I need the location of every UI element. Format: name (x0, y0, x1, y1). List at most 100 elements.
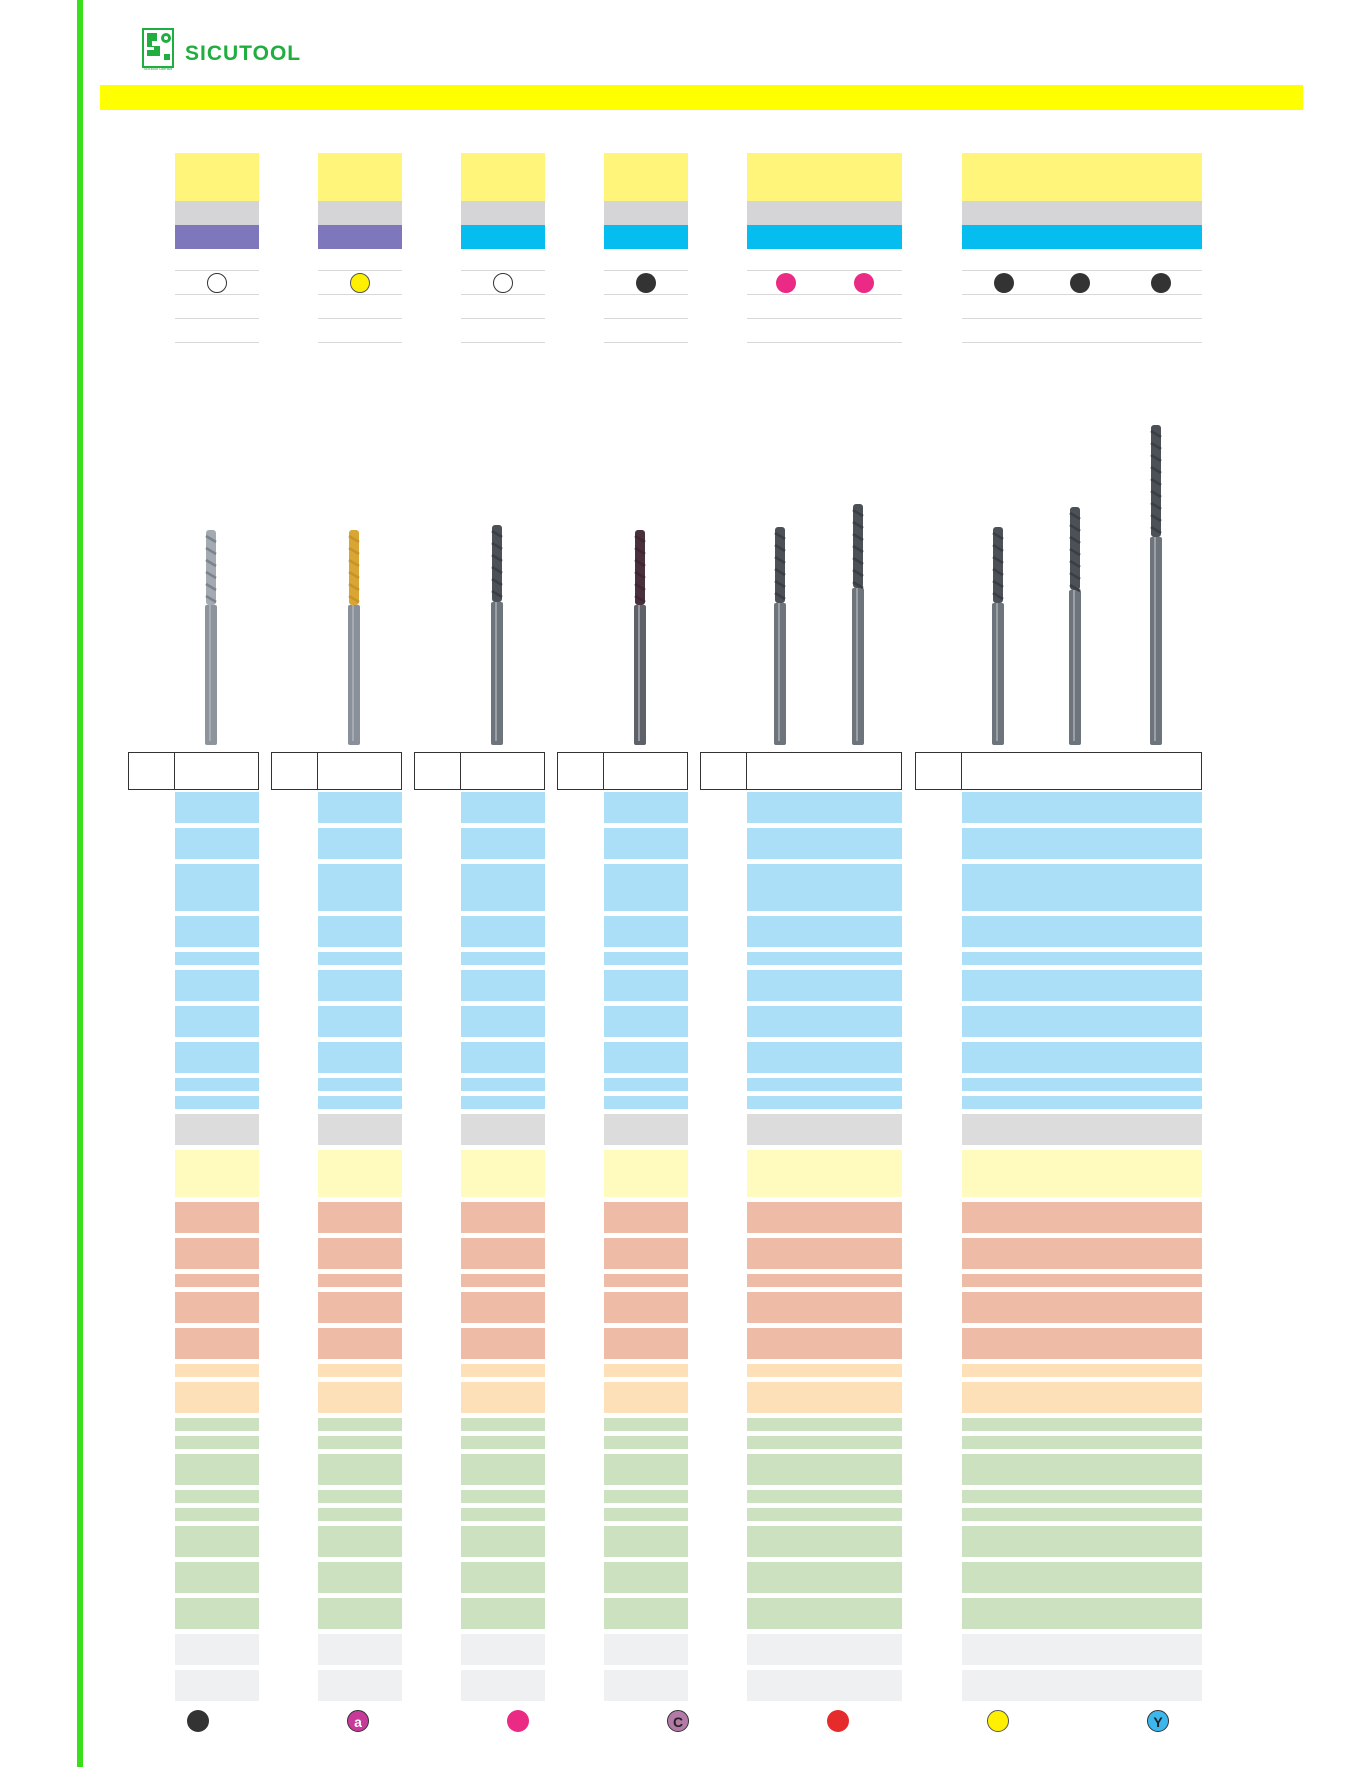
material-row-cell (962, 864, 1202, 911)
material-row-cell (318, 1382, 402, 1413)
silver-ball-tool-image (203, 530, 217, 745)
material-row-cell (747, 1202, 902, 1233)
coating-black-dot-icon (636, 273, 656, 293)
material-row-cell (461, 1006, 545, 1037)
material-row-cell (604, 1006, 688, 1037)
material-row-cell (318, 1274, 402, 1287)
material-row-cell (962, 828, 1202, 859)
material-row-cell (604, 1042, 688, 1073)
yellow-dot-icon (987, 1710, 1009, 1732)
material-row-cell (318, 792, 402, 823)
material-row-cell (962, 1096, 1202, 1109)
material-row-cell (461, 1598, 545, 1629)
material-row-cell (175, 1292, 259, 1323)
material-row-cell (175, 1436, 259, 1449)
header-rule (175, 270, 259, 271)
gold-ball-tool-image (346, 530, 360, 745)
material-row-cell (747, 1526, 902, 1557)
material-row-cell (962, 1526, 1202, 1557)
material-row-cell (461, 1436, 545, 1449)
material-row-cell (175, 864, 259, 911)
material-row-cell (318, 1238, 402, 1269)
material-row-cell (747, 1274, 902, 1287)
material-row-cell (175, 1078, 259, 1091)
material-row-cell (318, 1042, 402, 1073)
dark-drill-tool-image (850, 504, 864, 745)
material-row-cell (747, 1114, 902, 1145)
material-row-cell (175, 792, 259, 823)
header-color-strip (461, 225, 545, 249)
header-rule (461, 294, 545, 295)
material-row-cell (747, 1078, 902, 1091)
header-yellow-block (318, 153, 402, 201)
material-row-cell (747, 1006, 902, 1037)
material-row-cell (461, 1670, 545, 1701)
c-dot-icon: C (667, 1710, 689, 1732)
material-row-cell (604, 1096, 688, 1109)
coating-black-dot-icon (994, 273, 1014, 293)
label-box-code (915, 752, 962, 790)
material-row-cell (747, 1454, 902, 1485)
material-row-cell (962, 1078, 1202, 1091)
material-row-cell (604, 1150, 688, 1197)
header-rule (604, 294, 688, 295)
material-row-cell (318, 1634, 402, 1665)
material-row-cell (962, 916, 1202, 947)
coating-black-dot-icon (1070, 273, 1090, 293)
header-rule (747, 294, 902, 295)
coating-magenta-dot-icon (854, 273, 874, 293)
material-row-cell (461, 1418, 545, 1431)
material-row-cell (604, 1364, 688, 1377)
material-row-cell (318, 828, 402, 859)
material-row-cell (175, 970, 259, 1001)
material-row-cell (747, 1150, 902, 1197)
material-row-cell (747, 828, 902, 859)
material-row-cell (962, 1274, 1202, 1287)
header-color-strip (318, 225, 402, 249)
label-box-value (961, 752, 1202, 790)
material-row-cell (962, 1454, 1202, 1485)
material-row-cell (604, 1274, 688, 1287)
material-row-cell (604, 1490, 688, 1503)
material-row-cell (318, 1418, 402, 1431)
header-rule (318, 318, 402, 319)
coating-yellow-dot-icon (350, 273, 370, 293)
material-row-cell (461, 1562, 545, 1593)
material-row-cell (175, 1634, 259, 1665)
material-row-cell (461, 1078, 545, 1091)
material-row-cell (747, 1634, 902, 1665)
material-row-cell (318, 1114, 402, 1145)
material-row-cell (747, 952, 902, 965)
material-row-cell (604, 1562, 688, 1593)
label-box-code (557, 752, 604, 790)
material-row-cell (461, 864, 545, 911)
material-row-cell (747, 1292, 902, 1323)
material-row-cell (175, 1150, 259, 1197)
material-row-cell (175, 1202, 259, 1233)
header-rule (461, 342, 545, 343)
label-box-value (603, 752, 688, 790)
header-rule (604, 270, 688, 271)
y-dot-icon: Y (1147, 1710, 1169, 1732)
a-dot-icon: a (347, 1710, 369, 1732)
header-gray-block (604, 201, 688, 225)
material-row-cell (962, 952, 1202, 965)
dark-drill-tool-image (772, 527, 786, 745)
header-rule (962, 270, 1202, 271)
material-row-cell (175, 1508, 259, 1521)
magenta-dot-icon (507, 1710, 529, 1732)
material-row-cell (175, 1364, 259, 1377)
material-row-cell (461, 970, 545, 1001)
title-band (100, 85, 1303, 110)
label-box-value (174, 752, 259, 790)
material-row-cell (962, 1114, 1202, 1145)
label-box-code (271, 752, 318, 790)
material-row-cell (175, 1274, 259, 1287)
material-row-cell (962, 1042, 1202, 1073)
material-row-cell (962, 1436, 1202, 1449)
header-rule (175, 318, 259, 319)
material-row-cell (604, 916, 688, 947)
material-row-cell (318, 1562, 402, 1593)
material-row-cell (747, 1598, 902, 1629)
material-row-cell (604, 864, 688, 911)
